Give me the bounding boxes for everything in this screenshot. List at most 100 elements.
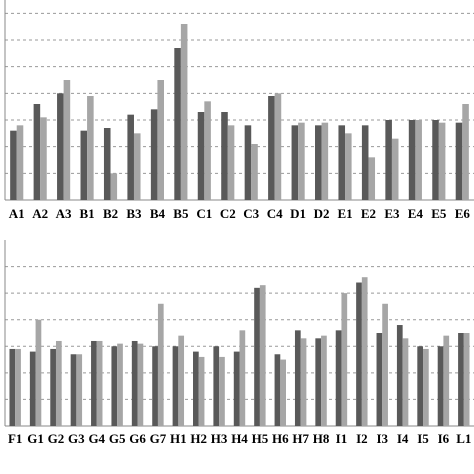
bar bbox=[345, 133, 352, 200]
x-tick-label: H6 bbox=[272, 431, 289, 446]
bar bbox=[361, 125, 369, 200]
bar bbox=[432, 120, 439, 200]
x-tick-label: G1 bbox=[27, 431, 44, 446]
bar bbox=[87, 96, 94, 200]
x-tick-label: I3 bbox=[376, 431, 388, 446]
bar bbox=[356, 282, 362, 426]
bar bbox=[341, 293, 348, 426]
bar bbox=[274, 354, 281, 426]
bar bbox=[391, 138, 399, 200]
bar bbox=[29, 351, 36, 426]
bar bbox=[131, 340, 138, 426]
bar bbox=[268, 96, 275, 200]
bar bbox=[274, 93, 282, 200]
bar bbox=[408, 120, 416, 200]
x-tick-label: C2 bbox=[220, 206, 236, 221]
x-tick-label: G2 bbox=[48, 431, 65, 446]
bar bbox=[385, 120, 392, 200]
bar bbox=[152, 346, 158, 426]
bar bbox=[438, 122, 446, 200]
bar bbox=[321, 122, 329, 200]
bar bbox=[172, 346, 179, 426]
x-tick-label: C3 bbox=[243, 206, 259, 221]
bar bbox=[150, 109, 158, 200]
x-tick-label: H7 bbox=[292, 431, 309, 446]
x-tick-label: E4 bbox=[408, 206, 424, 221]
bar bbox=[368, 157, 376, 200]
bar bbox=[335, 330, 342, 426]
bar bbox=[70, 354, 77, 426]
x-tick-label: G3 bbox=[68, 431, 85, 446]
x-tick-label: C4 bbox=[267, 206, 283, 221]
x-tick-label: B2 bbox=[103, 206, 118, 221]
bar bbox=[157, 303, 164, 426]
bar bbox=[259, 285, 266, 426]
bar bbox=[180, 24, 188, 200]
bar bbox=[15, 348, 21, 426]
bar bbox=[127, 114, 134, 200]
x-tick-label: H1 bbox=[170, 431, 187, 446]
bar bbox=[315, 125, 322, 200]
bar bbox=[415, 120, 422, 200]
bar bbox=[376, 333, 383, 426]
bar bbox=[294, 330, 301, 426]
bar bbox=[402, 338, 409, 426]
bar bbox=[213, 346, 220, 426]
bar bbox=[463, 333, 470, 426]
bar bbox=[76, 354, 83, 426]
x-tick-label: E5 bbox=[431, 206, 447, 221]
bar bbox=[10, 130, 17, 200]
bar bbox=[291, 125, 299, 200]
x-tick-label: H5 bbox=[252, 431, 269, 446]
x-tick-label: E1 bbox=[337, 206, 352, 221]
x-tick-label: E2 bbox=[361, 206, 376, 221]
x-tick-label: I4 bbox=[397, 431, 409, 446]
bar bbox=[244, 125, 252, 200]
x-tick-label: L1 bbox=[456, 431, 471, 446]
x-tick-label: C1 bbox=[196, 206, 212, 221]
bar bbox=[280, 359, 286, 426]
x-tick-label: D2 bbox=[314, 206, 330, 221]
bar bbox=[111, 346, 118, 426]
bar bbox=[50, 348, 56, 426]
bar bbox=[63, 80, 71, 200]
x-tick-label: H2 bbox=[190, 431, 207, 446]
x-tick-label: D1 bbox=[290, 206, 306, 221]
bar bbox=[178, 335, 185, 426]
bar bbox=[423, 348, 429, 426]
bar bbox=[157, 80, 164, 200]
bar bbox=[33, 104, 41, 200]
bar bbox=[193, 351, 199, 426]
bar bbox=[298, 122, 305, 200]
bar bbox=[133, 133, 141, 200]
x-tick-label: B4 bbox=[150, 206, 166, 221]
bar bbox=[315, 338, 322, 426]
bar bbox=[219, 356, 225, 426]
bar bbox=[382, 303, 388, 426]
bar bbox=[137, 343, 144, 426]
x-tick-label: B3 bbox=[126, 206, 142, 221]
bar bbox=[35, 319, 42, 426]
x-tick-label: G6 bbox=[129, 431, 146, 446]
x-tick-label: G4 bbox=[88, 431, 105, 446]
x-tick-label: H8 bbox=[313, 431, 330, 446]
bar bbox=[239, 330, 246, 426]
x-tick-label: H4 bbox=[231, 431, 248, 446]
x-tick-label: H3 bbox=[211, 431, 228, 446]
bar bbox=[40, 117, 47, 200]
bar bbox=[96, 340, 103, 426]
bar bbox=[396, 325, 403, 426]
bar bbox=[462, 104, 469, 200]
bar bbox=[338, 125, 346, 200]
x-tick-label: I2 bbox=[356, 431, 368, 446]
bar bbox=[458, 333, 464, 426]
bar bbox=[117, 343, 123, 426]
x-tick-label: A2 bbox=[32, 206, 48, 221]
x-tick-label: I1 bbox=[336, 431, 348, 446]
bar bbox=[103, 128, 111, 200]
bar bbox=[197, 112, 205, 200]
x-tick-label: F1 bbox=[8, 431, 22, 446]
bar bbox=[321, 335, 327, 426]
bar bbox=[91, 340, 97, 426]
